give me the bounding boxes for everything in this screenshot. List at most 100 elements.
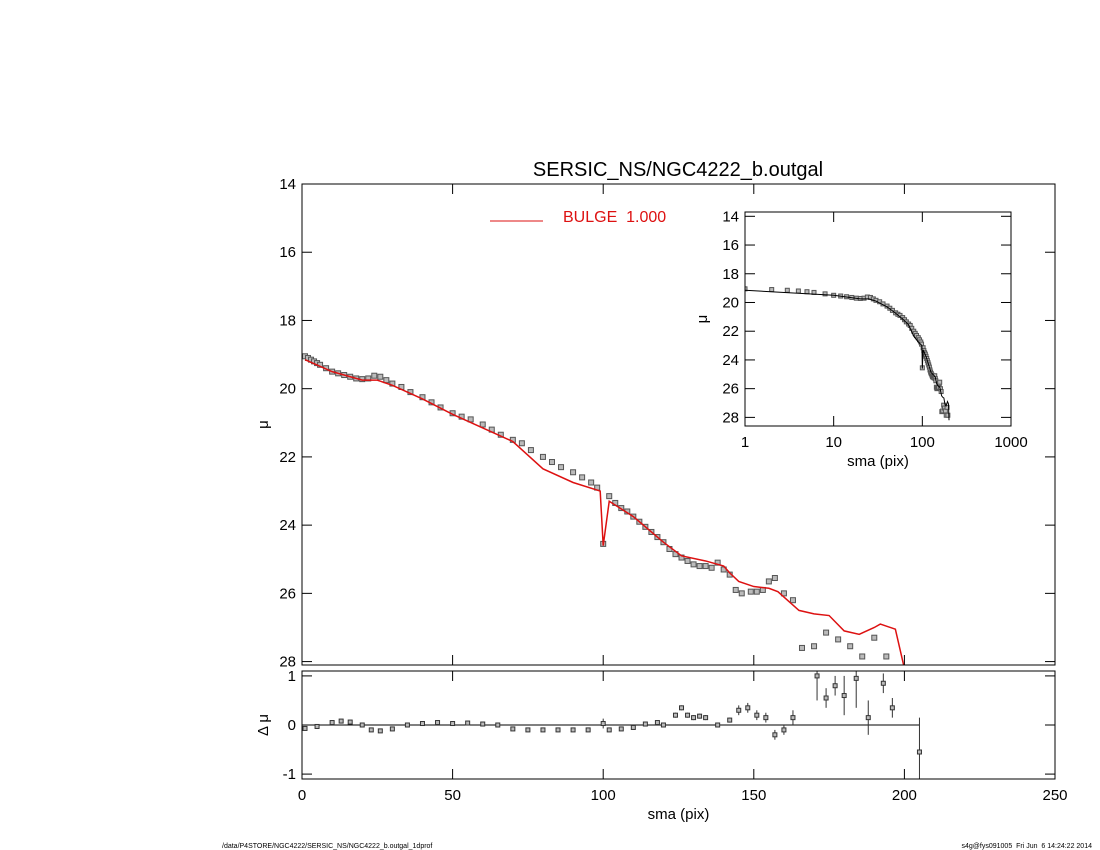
data-point — [518, 440, 525, 447]
x-tick-label: 0 — [298, 787, 306, 804]
x-tick-label: 200 — [892, 787, 917, 804]
data-point — [771, 575, 778, 582]
data-point — [579, 474, 586, 481]
residual-point — [654, 720, 660, 726]
footer-right: s4g@fys091005 Fri Jun 6 14:24:22 2014 — [962, 843, 1093, 850]
x-tick-label: 150 — [741, 787, 766, 804]
y-tick-label: 14 — [722, 208, 739, 225]
plot-area — [302, 353, 905, 665]
residual-point — [763, 715, 769, 721]
data-point — [784, 287, 790, 293]
model-line — [304, 358, 905, 665]
y-tick-label: 16 — [722, 237, 739, 254]
residual-point — [672, 712, 678, 718]
residual-point — [495, 722, 501, 728]
data-point — [708, 564, 715, 571]
residual-point — [585, 727, 591, 733]
data-point — [883, 653, 890, 660]
data-point — [527, 447, 534, 454]
x-tick-label: 100 — [910, 434, 935, 451]
data-point — [835, 636, 842, 643]
residual-point — [853, 675, 859, 681]
residual-point — [790, 715, 796, 721]
residual-point — [814, 673, 820, 679]
residual-point — [754, 712, 760, 718]
y-tick-label: 28 — [279, 654, 296, 671]
residual-point — [703, 715, 709, 721]
y-tick-label: 16 — [279, 244, 296, 261]
residual-point — [697, 713, 703, 719]
data-point — [859, 653, 866, 660]
residual-point — [329, 720, 335, 726]
plot-area — [745, 286, 951, 421]
data-point — [789, 597, 796, 604]
residual-point — [314, 723, 320, 729]
residual-point — [727, 717, 733, 723]
data-point — [684, 557, 691, 564]
data-point — [798, 644, 805, 651]
residual-point — [772, 732, 778, 738]
data-point — [753, 588, 760, 595]
y-axis-label: μ — [255, 420, 272, 429]
residual-point — [685, 712, 691, 718]
data-point — [811, 643, 818, 650]
residual-point — [570, 727, 576, 733]
data-point — [822, 291, 828, 297]
data-point — [714, 559, 721, 566]
y-tick-label: 24 — [722, 352, 739, 369]
y-axis-label: Δ μ — [255, 714, 272, 736]
frame — [301, 183, 1056, 666]
y-tick-label: 22 — [722, 323, 739, 340]
y-tick-label: 26 — [279, 585, 296, 602]
data-point — [570, 469, 577, 476]
data-point — [377, 373, 384, 380]
residual-point — [880, 680, 886, 686]
residual-point — [889, 705, 895, 711]
residual-point — [642, 721, 648, 727]
residual-point — [510, 726, 516, 732]
data-point — [606, 493, 613, 500]
data-point — [795, 288, 801, 294]
y-tick-label: 18 — [722, 266, 739, 283]
residual-point — [435, 720, 441, 726]
residual-point — [302, 725, 308, 731]
residual-point — [338, 718, 344, 724]
residual-point — [660, 722, 666, 728]
data-point — [371, 372, 378, 379]
data-point — [702, 563, 709, 570]
data-point — [690, 561, 697, 568]
residual-point — [450, 721, 456, 727]
data-point — [847, 643, 854, 650]
data-point — [945, 412, 951, 418]
model-line — [745, 289, 950, 421]
residual-point — [736, 707, 742, 713]
y-tick-label: 26 — [722, 381, 739, 398]
data-point — [745, 286, 748, 292]
residual-point — [377, 728, 383, 734]
x-axis-label: sma (pix) — [648, 806, 710, 823]
residual-point — [419, 721, 425, 727]
residual-point — [465, 720, 471, 726]
data-point — [804, 289, 810, 295]
x-axis-label: sma (pix) — [847, 453, 909, 470]
data-point — [780, 590, 787, 597]
data-point — [539, 453, 546, 460]
y-tick-label: 20 — [722, 294, 739, 311]
residual-point — [359, 722, 365, 728]
residual-point — [691, 715, 697, 721]
residual-point — [679, 705, 685, 711]
residual-point — [865, 715, 871, 721]
y-tick-label: 14 — [279, 176, 296, 193]
data-point — [558, 464, 565, 471]
data-point — [937, 379, 943, 385]
data-point — [548, 459, 555, 466]
residual-point — [916, 749, 922, 755]
residual-point — [841, 693, 847, 699]
residual-point — [823, 695, 829, 701]
y-axis-label: μ — [694, 315, 711, 324]
data-point — [479, 421, 486, 428]
x-tick-label: 250 — [1042, 787, 1067, 804]
x-tick-label: 10 — [825, 434, 842, 451]
residual-point — [389, 726, 395, 732]
plot-area — [302, 671, 922, 779]
